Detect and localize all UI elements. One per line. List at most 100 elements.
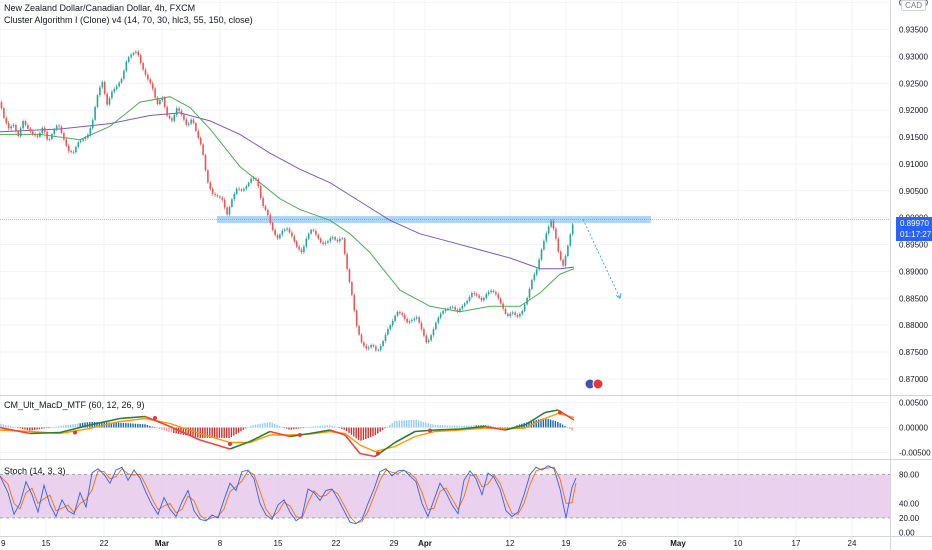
candle-body xyxy=(269,215,272,223)
candle-body xyxy=(461,306,464,309)
candle-body xyxy=(120,78,123,83)
macd-bar xyxy=(72,424,74,428)
candle-body xyxy=(391,320,394,326)
y-tick-label: 0.89500 xyxy=(899,241,928,250)
macd-bar xyxy=(441,425,444,428)
candle-body xyxy=(147,74,149,80)
macd-line-segment xyxy=(29,431,61,435)
macd-bar xyxy=(329,425,331,428)
candle-body xyxy=(46,131,48,140)
candle-body xyxy=(358,325,360,335)
macd-cross-dot xyxy=(298,433,302,437)
candle-body xyxy=(60,126,63,134)
candle-body xyxy=(125,61,128,71)
macd-line-segment xyxy=(359,452,376,458)
candle-body xyxy=(41,127,44,133)
macd-bar xyxy=(494,427,497,428)
macd-bar xyxy=(420,421,422,428)
candle-body xyxy=(139,55,142,63)
candle-body xyxy=(291,232,293,237)
candle-body xyxy=(355,310,358,326)
macd-bar xyxy=(113,422,115,428)
macd-bar xyxy=(333,426,336,428)
candle-body xyxy=(89,128,92,135)
candle-body xyxy=(281,230,284,235)
macd-cross-dot xyxy=(376,451,380,456)
candle-body xyxy=(53,129,56,135)
candle-body xyxy=(288,228,291,233)
candle-body xyxy=(103,82,106,94)
x-tick-label: 8 xyxy=(218,539,223,548)
candle-body xyxy=(91,119,94,129)
macd-bar xyxy=(216,427,218,438)
candle-body xyxy=(408,321,411,323)
macd-bar xyxy=(357,427,360,441)
candle-body xyxy=(106,93,108,105)
macd-line-segment xyxy=(269,430,291,438)
macd-bar xyxy=(132,423,134,428)
candle-body xyxy=(226,207,228,215)
macd-bar xyxy=(276,424,278,428)
candle-body xyxy=(310,229,312,234)
candle-body xyxy=(468,296,471,301)
macd-bar xyxy=(225,427,228,438)
candle-body xyxy=(264,205,267,210)
candle-body xyxy=(204,154,207,171)
candle-body xyxy=(223,199,226,208)
currency-badge[interactable]: CAD xyxy=(901,0,926,11)
macd-bar xyxy=(84,422,86,428)
macd-bar xyxy=(218,427,221,438)
macd-bar xyxy=(201,427,204,438)
macd-line-segment xyxy=(414,429,436,433)
macd-bar xyxy=(501,427,504,429)
candle-body xyxy=(351,282,353,296)
candle-body xyxy=(214,193,216,196)
macd-bar xyxy=(331,425,333,428)
macd-bar xyxy=(350,427,353,435)
candle-body xyxy=(279,234,281,239)
candle-body xyxy=(492,290,495,292)
macd-bar xyxy=(362,427,365,440)
macd-line-segment xyxy=(0,426,31,435)
candle-body xyxy=(334,237,336,240)
candle-body xyxy=(346,253,348,270)
candle-body xyxy=(10,126,12,129)
macd-bar xyxy=(115,422,117,428)
macd-bar xyxy=(381,427,384,431)
price-badge: 0.89970 01:17:27 xyxy=(896,217,932,241)
macd-bar xyxy=(444,425,446,428)
candle-body xyxy=(430,335,432,341)
macd-bar xyxy=(228,427,230,438)
candle-body xyxy=(394,315,396,321)
y-tick-label: 0.89000 xyxy=(899,267,928,276)
macd-bar xyxy=(547,418,549,428)
macd-bar xyxy=(417,420,420,428)
candle-body xyxy=(173,114,176,121)
candle-body xyxy=(444,309,447,312)
macd-bar xyxy=(146,425,149,428)
macd-bar xyxy=(345,427,348,432)
candle-body xyxy=(324,242,327,244)
macd-bar xyxy=(283,427,285,429)
macd-bar xyxy=(264,422,266,428)
candle-body xyxy=(55,125,58,130)
candle-body xyxy=(480,297,483,301)
candle-body xyxy=(252,178,255,179)
macd-bar xyxy=(549,419,552,428)
macd-line-segment xyxy=(309,429,331,435)
candle-body xyxy=(39,132,41,137)
candle-body xyxy=(144,69,147,75)
macd-cross-dot xyxy=(73,430,77,435)
macd-bar xyxy=(473,425,475,428)
macd-bar xyxy=(509,427,511,429)
macd-bar xyxy=(77,423,79,428)
macd-bar xyxy=(384,427,386,429)
x-tick-label: 15 xyxy=(274,539,283,548)
candle-body xyxy=(178,108,180,111)
macd-line-segment xyxy=(199,439,231,450)
candle-body xyxy=(63,133,65,140)
candle-body xyxy=(533,274,536,280)
candle-body xyxy=(183,114,185,120)
macd-bar xyxy=(127,423,129,428)
